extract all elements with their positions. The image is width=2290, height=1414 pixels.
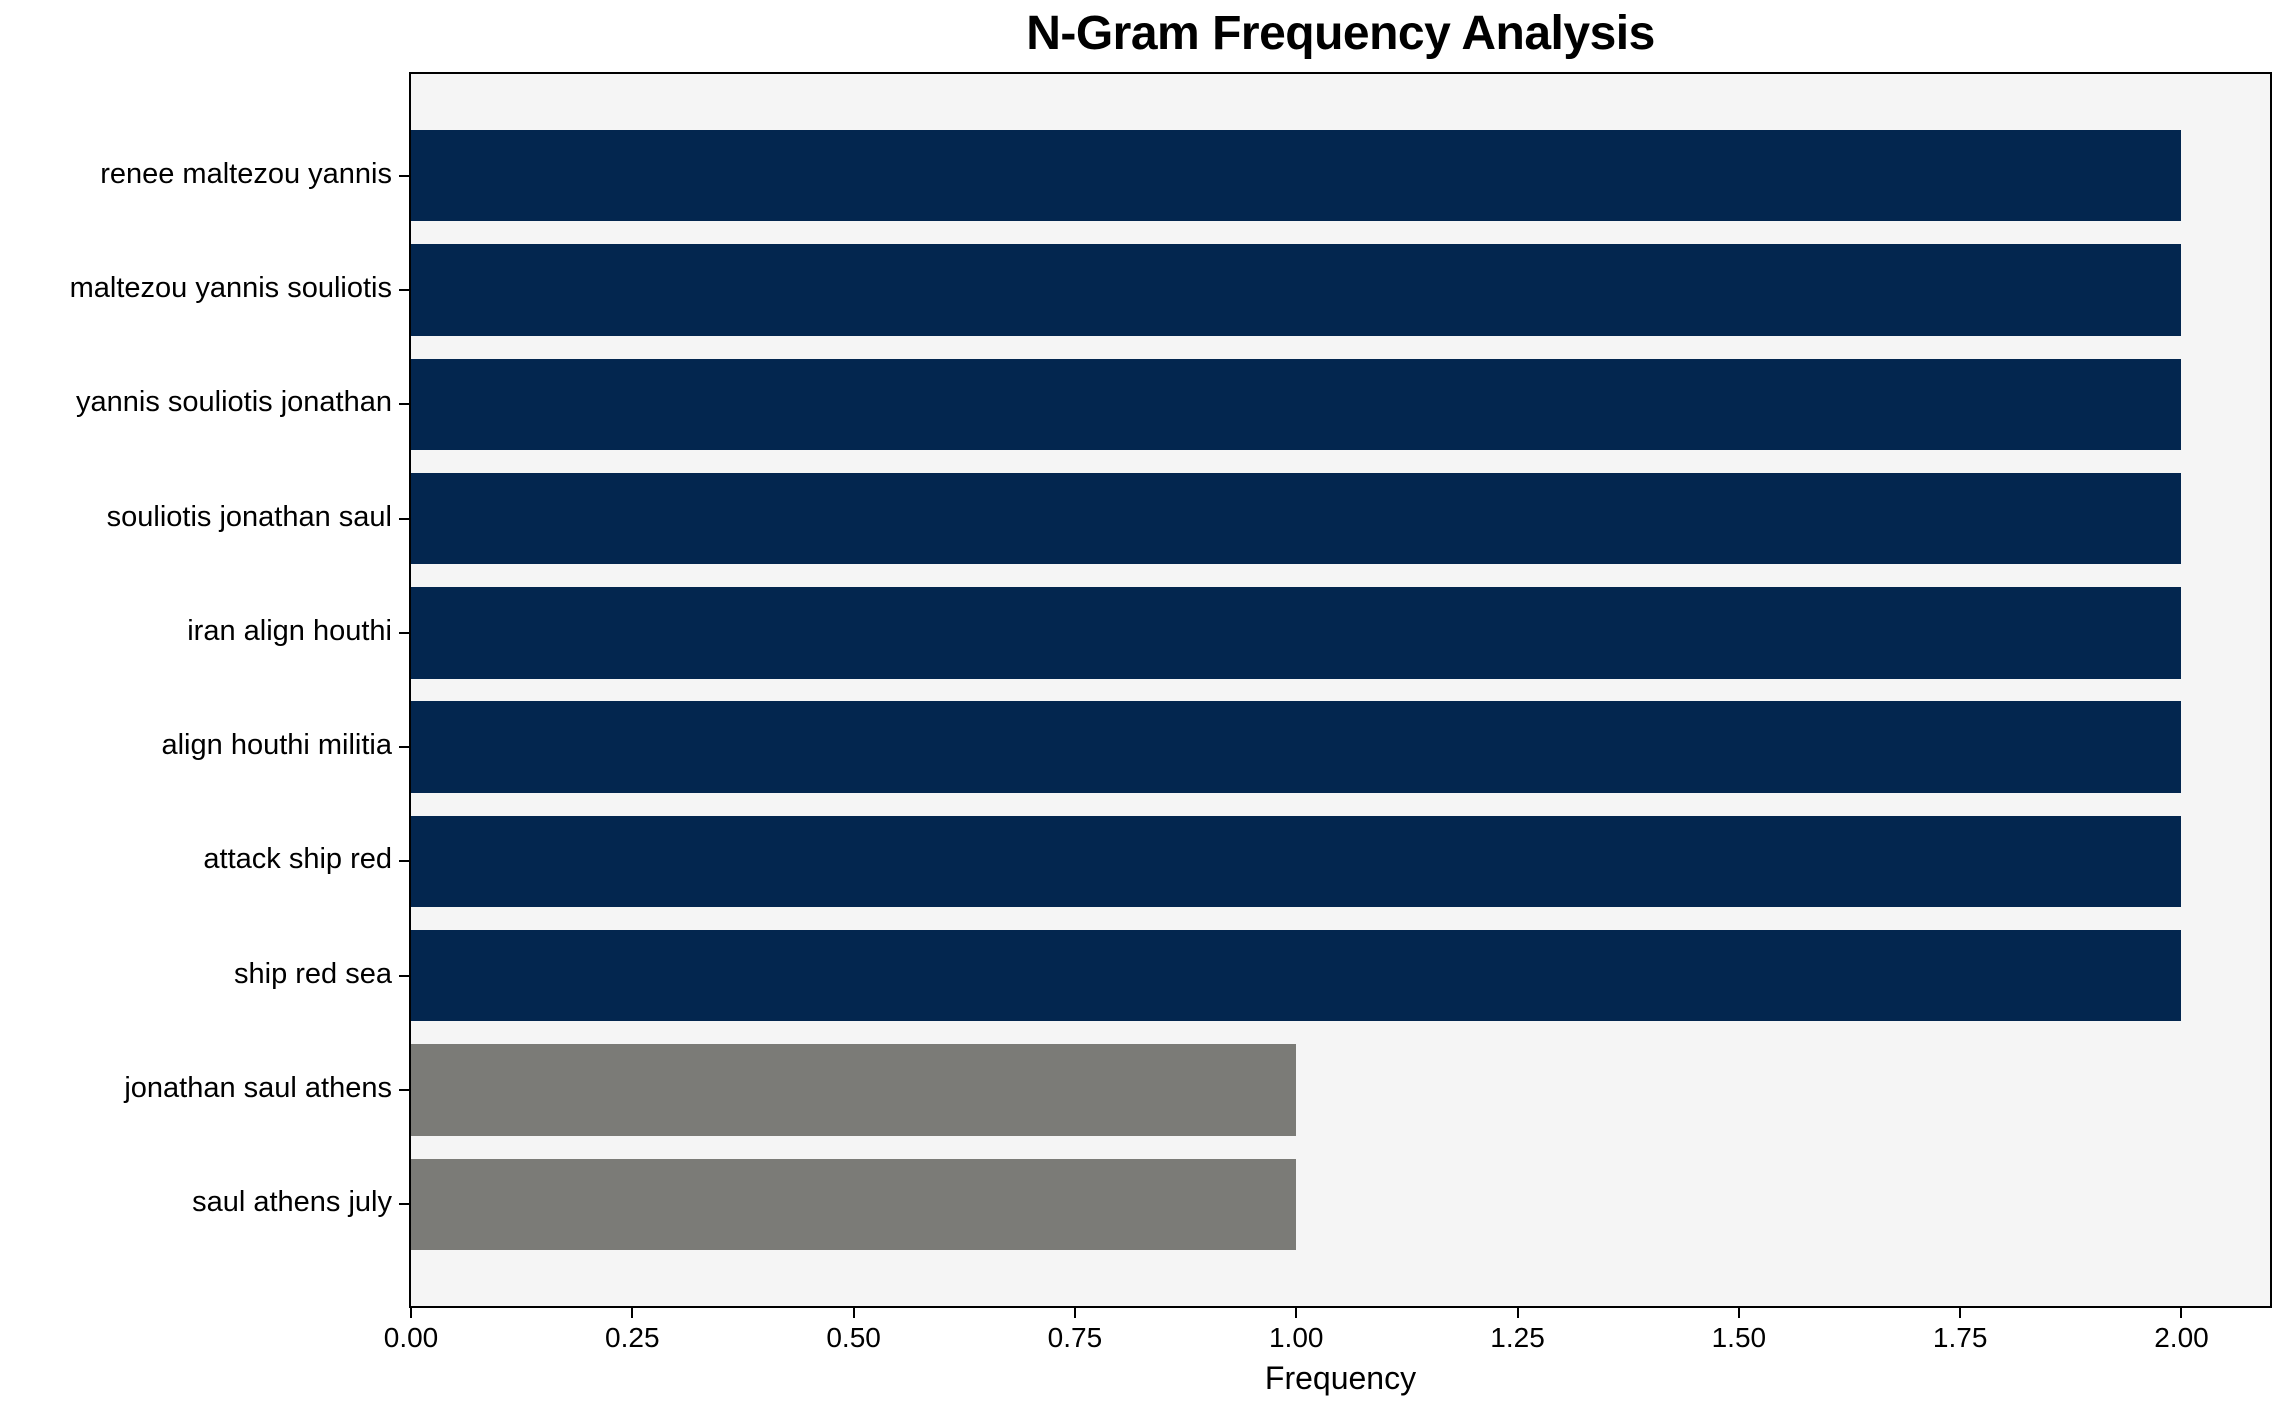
y-tick-mark	[399, 289, 409, 291]
x-tick-mark	[852, 1308, 855, 1318]
y-tick-mark	[399, 1089, 409, 1091]
y-tick-label: attack ship red	[203, 843, 392, 876]
y-tick-mark	[399, 403, 409, 406]
bar	[411, 1044, 1297, 1136]
bar	[411, 1158, 1297, 1250]
y-tick-label: align houthi militia	[161, 729, 392, 762]
y-tick-label: saul athens july	[192, 1186, 392, 1219]
x-tick-mark	[631, 1308, 634, 1318]
y-tick-label: maltezou yannis souliotis	[69, 272, 392, 304]
x-tick-label: 1.75	[1932, 1322, 1988, 1353]
x-tick-mark	[1737, 1308, 1740, 1318]
x-tick-label: 0.25	[605, 1322, 660, 1353]
bar	[411, 244, 2182, 336]
x-tick-label: 1.25	[1490, 1322, 1545, 1353]
y-tick-label: iran align houthi	[187, 614, 392, 647]
bar	[411, 701, 2182, 793]
x-tick-mark	[1073, 1308, 1076, 1318]
bar	[411, 472, 2182, 565]
x-tick-label: 1.00	[1268, 1322, 1324, 1353]
y-tick-mark	[399, 517, 409, 520]
y-tick-label: renee maltezou yannis	[100, 157, 392, 190]
x-tick-mark	[1295, 1308, 1298, 1318]
y-tick-label: jonathan saul athens	[124, 1072, 392, 1104]
plot-area: 0.00 0.25 0.50 0.75 1.00 1.25 1.50 1.75 2.00	[384, 72, 2272, 1353]
y-tick-label: yannis souliotis jonathan	[76, 386, 392, 419]
x-tick-mark	[410, 1308, 412, 1318]
x-tick-label: 0.75	[1047, 1322, 1103, 1353]
y-tick-mark	[399, 1203, 409, 1206]
bar	[411, 930, 2182, 1022]
chart-title: N-Gram Frequency Analysis	[1026, 7, 1655, 60]
y-tick-mark	[399, 746, 409, 749]
x-tick-mark	[1959, 1308, 1962, 1318]
x-tick-mark	[1516, 1308, 1519, 1318]
x-tick-label: 2.00	[2154, 1322, 2209, 1353]
x-tick-label: 0.50	[826, 1322, 881, 1353]
y-tick-mark	[399, 631, 409, 634]
y-tick-label: souliotis jonathan saul	[106, 500, 392, 533]
bar	[411, 358, 2182, 450]
y-tick-mark	[399, 174, 409, 177]
x-tick-label: 0.00	[383, 1322, 439, 1353]
bar	[411, 815, 2182, 908]
bar	[411, 130, 2182, 222]
y-axis: renee maltezou yannis maltezou yannis sou…	[0, 72, 392, 1308]
bar	[411, 587, 2182, 679]
x-tick-mark	[2180, 1308, 2183, 1318]
y-tick-mark	[399, 860, 409, 863]
x-tick-label: 1.50	[1711, 1322, 1767, 1353]
x-axis-label: Frequency	[1264, 1360, 1417, 1396]
y-tick-mark	[399, 974, 409, 977]
y-tick-label: ship red sea	[234, 957, 392, 990]
